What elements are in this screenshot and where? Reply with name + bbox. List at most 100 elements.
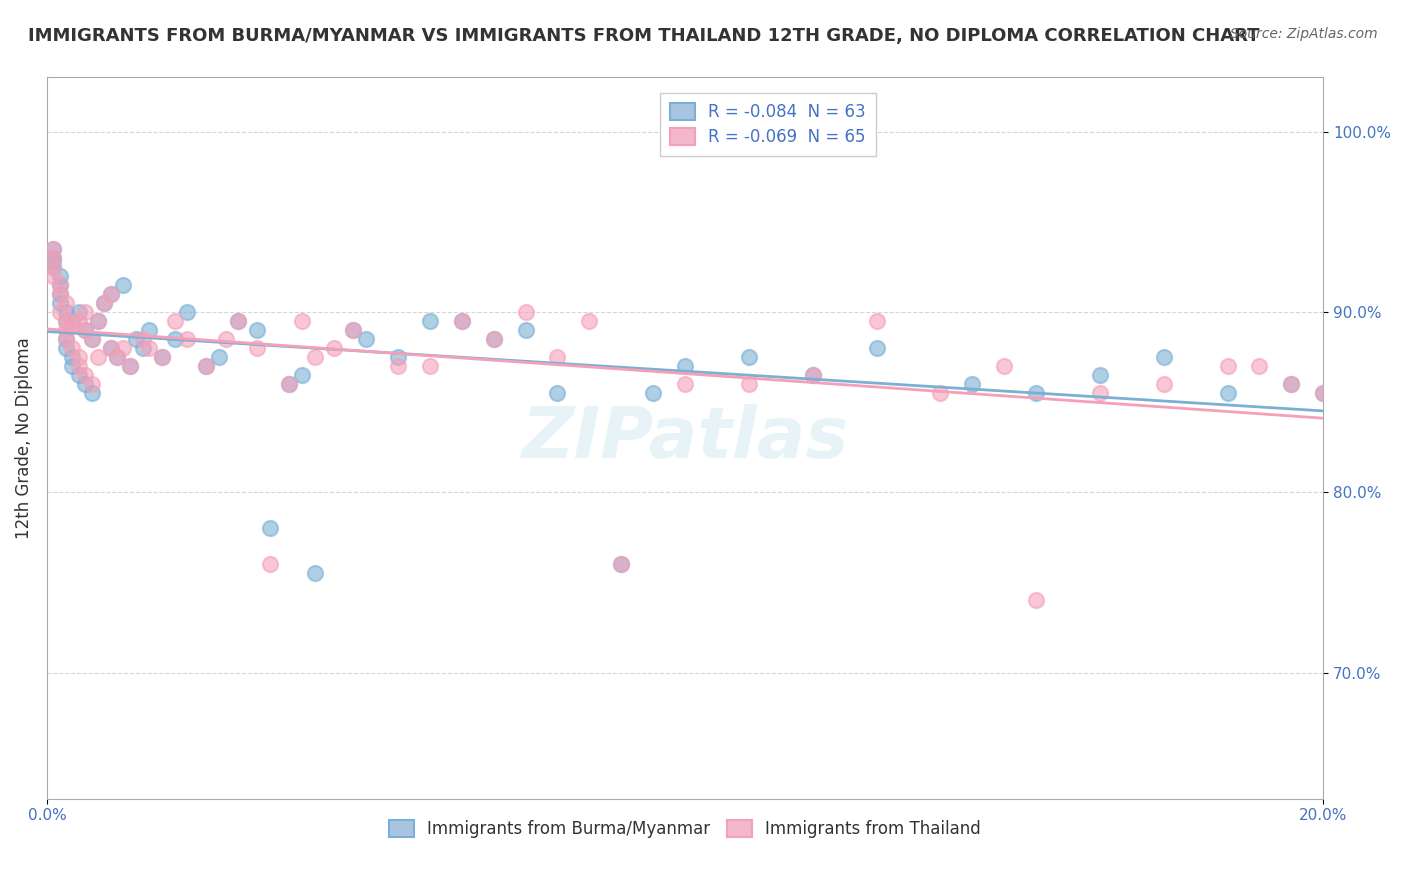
Point bbox=[42, 260, 65, 274]
Point bbox=[246, 323, 269, 337]
Point bbox=[138, 323, 160, 337]
Point bbox=[42, 251, 65, 265]
Point bbox=[801, 368, 824, 382]
Point bbox=[801, 368, 824, 382]
Point bbox=[150, 350, 173, 364]
Point bbox=[100, 341, 122, 355]
Point bbox=[195, 359, 218, 373]
Point bbox=[304, 350, 326, 364]
Point bbox=[42, 251, 65, 265]
Point bbox=[80, 332, 103, 346]
Point bbox=[55, 332, 77, 346]
Point bbox=[354, 332, 377, 346]
Point bbox=[87, 350, 110, 364]
Point bbox=[259, 521, 281, 535]
Point bbox=[67, 314, 90, 328]
Point bbox=[228, 314, 250, 328]
Point bbox=[55, 314, 77, 328]
Point bbox=[125, 332, 148, 346]
Point bbox=[55, 323, 77, 337]
Point bbox=[48, 286, 70, 301]
Point bbox=[131, 341, 153, 355]
Point bbox=[342, 323, 364, 337]
Point bbox=[929, 386, 952, 401]
Point bbox=[450, 314, 472, 328]
Point bbox=[342, 323, 364, 337]
Point bbox=[131, 332, 153, 346]
Point bbox=[42, 260, 65, 274]
Point bbox=[100, 341, 122, 355]
Point bbox=[75, 368, 97, 382]
Point bbox=[93, 296, 115, 310]
Point bbox=[1153, 376, 1175, 391]
Point bbox=[228, 314, 250, 328]
Point bbox=[67, 359, 90, 373]
Point bbox=[1216, 386, 1239, 401]
Point bbox=[48, 305, 70, 319]
Point bbox=[643, 386, 665, 401]
Point bbox=[105, 350, 128, 364]
Legend: R = -0.084  N = 63, R = -0.069  N = 65: R = -0.084 N = 63, R = -0.069 N = 65 bbox=[659, 93, 876, 156]
Point bbox=[100, 286, 122, 301]
Point bbox=[578, 314, 600, 328]
Point bbox=[75, 323, 97, 337]
Point bbox=[48, 277, 70, 292]
Point bbox=[42, 242, 65, 256]
Point bbox=[865, 341, 887, 355]
Point bbox=[93, 296, 115, 310]
Point bbox=[55, 341, 77, 355]
Point bbox=[1025, 593, 1047, 607]
Point bbox=[1249, 359, 1271, 373]
Point bbox=[48, 268, 70, 283]
Point bbox=[610, 558, 633, 572]
Point bbox=[1025, 386, 1047, 401]
Point bbox=[323, 341, 346, 355]
Point bbox=[163, 314, 186, 328]
Point bbox=[75, 376, 97, 391]
Point bbox=[387, 359, 409, 373]
Point bbox=[55, 314, 77, 328]
Point bbox=[176, 332, 198, 346]
Point bbox=[1216, 359, 1239, 373]
Point bbox=[304, 566, 326, 581]
Point bbox=[291, 314, 314, 328]
Point bbox=[1088, 368, 1111, 382]
Point bbox=[1312, 386, 1334, 401]
Point bbox=[55, 305, 77, 319]
Point bbox=[100, 286, 122, 301]
Point bbox=[118, 359, 141, 373]
Point bbox=[278, 376, 301, 391]
Point bbox=[80, 386, 103, 401]
Point bbox=[67, 368, 90, 382]
Point bbox=[75, 305, 97, 319]
Point bbox=[450, 314, 472, 328]
Point bbox=[67, 305, 90, 319]
Point bbox=[105, 350, 128, 364]
Point bbox=[62, 350, 84, 364]
Point bbox=[1279, 376, 1302, 391]
Point bbox=[738, 350, 761, 364]
Point bbox=[246, 341, 269, 355]
Point bbox=[419, 359, 441, 373]
Point bbox=[673, 376, 696, 391]
Point bbox=[150, 350, 173, 364]
Point bbox=[738, 376, 761, 391]
Point bbox=[48, 286, 70, 301]
Point bbox=[1088, 386, 1111, 401]
Point bbox=[482, 332, 505, 346]
Y-axis label: 12th Grade, No Diploma: 12th Grade, No Diploma bbox=[15, 337, 32, 539]
Point bbox=[1279, 376, 1302, 391]
Point bbox=[62, 314, 84, 328]
Text: Source: ZipAtlas.com: Source: ZipAtlas.com bbox=[1230, 27, 1378, 41]
Point bbox=[55, 296, 77, 310]
Point bbox=[62, 359, 84, 373]
Point bbox=[208, 350, 231, 364]
Point bbox=[80, 376, 103, 391]
Point bbox=[80, 332, 103, 346]
Point bbox=[118, 359, 141, 373]
Point bbox=[87, 314, 110, 328]
Point bbox=[515, 305, 537, 319]
Point bbox=[62, 341, 84, 355]
Point bbox=[48, 277, 70, 292]
Point bbox=[87, 314, 110, 328]
